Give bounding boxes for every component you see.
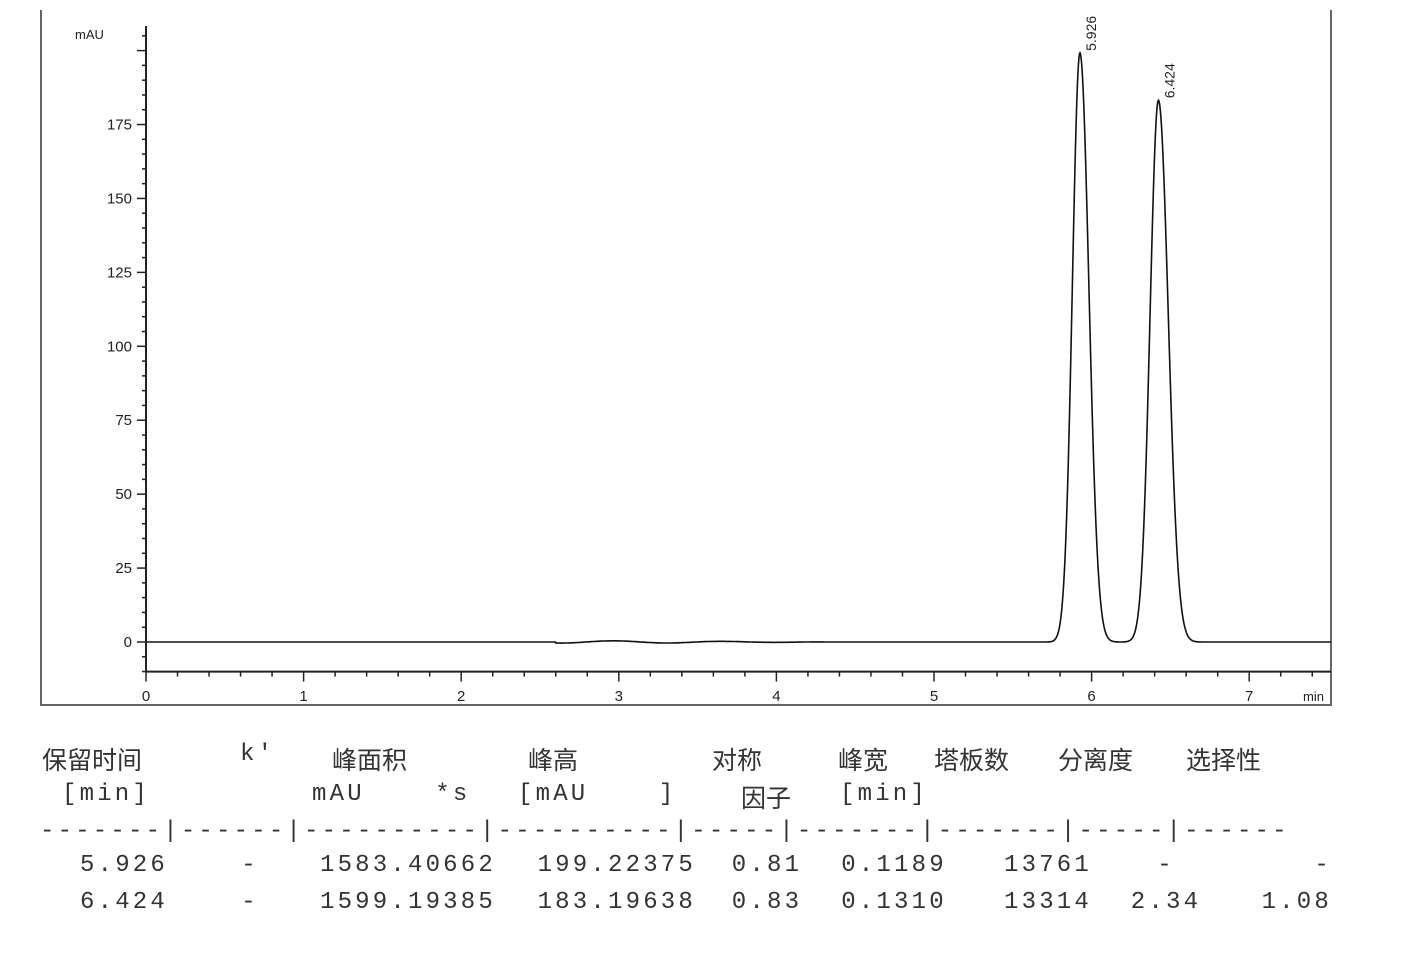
y-tick-label: 100 (107, 338, 132, 355)
column-header: 分离度 (1058, 746, 1134, 775)
column-header-unit: [min] (62, 781, 151, 808)
column-header: 保留时间 (42, 746, 143, 775)
table-cell: - (1314, 852, 1332, 879)
chromatogram-trace (146, 50, 1331, 644)
x-tick-label: 1 (299, 688, 307, 705)
column-header-unit: [mAU ] (518, 781, 677, 808)
table-cell: 5.926 (79, 852, 168, 879)
table-cell: 199.22375 (537, 852, 696, 879)
column-header: 塔板数 (934, 746, 1010, 775)
column-header: 峰面积 (332, 746, 408, 775)
table-cell: - (241, 852, 259, 879)
column-header: 峰高 (528, 746, 579, 775)
peak-label: 5.926 (1083, 16, 1099, 51)
column-header: 对称 (712, 746, 763, 775)
table-cell: 0.81 (731, 852, 803, 879)
table-cell: 0.83 (731, 889, 803, 916)
table-separator: -------|------|----------|----------|---… (40, 818, 1290, 845)
y-tick-label: 25 (115, 560, 132, 577)
column-header: 峰宽 (838, 746, 889, 775)
table-cell: - (1157, 852, 1175, 879)
table-cell: 1583.40662 (319, 852, 496, 879)
y-axis-label: mAU (75, 27, 104, 42)
y-tick-label: 50 (115, 486, 132, 503)
column-header: k' (240, 741, 276, 768)
column-header-unit: 因子 (740, 784, 791, 813)
table-cell: 1599.19385 (319, 889, 496, 916)
x-tick-label: 0 (142, 688, 150, 705)
x-tick-label: 3 (615, 688, 623, 705)
x-tick-label: 6 (1087, 688, 1095, 705)
y-tick-label: 150 (107, 190, 132, 207)
x-tick-label: 5 (930, 688, 938, 705)
table-cell: 1.08 (1261, 889, 1332, 916)
table-cell: 6.424 (79, 889, 168, 916)
table-cell: - (241, 889, 259, 916)
table-cell: 2.34 (1130, 889, 1202, 916)
table-cell: 0.1189 (841, 852, 947, 879)
column-header: 选择性 (1186, 746, 1262, 775)
x-tick-label: 4 (772, 688, 780, 705)
y-tick-label: 0 (124, 634, 132, 651)
x-tick-label: 7 (1245, 688, 1253, 705)
table-cell: 0.1310 (841, 889, 947, 916)
y-tick-label: 75 (115, 412, 132, 429)
column-header-unit: mAU *s (312, 781, 471, 808)
table-cell: 13761 (1003, 852, 1092, 879)
y-tick-label: 125 (107, 264, 132, 281)
y-tick-label: 175 (107, 117, 132, 134)
column-header-unit: [min] (840, 781, 929, 808)
x-tick-label: 2 (457, 688, 465, 705)
table-cell: 13314 (1003, 889, 1092, 916)
x-axis-label: min (1303, 689, 1324, 704)
chromatogram-chart: 0 25 50 75 100 125 150 175 0 1 2 3 4 5 6 7 mAU min 5.92… (40, 10, 1332, 706)
table-cell: 183.19638 (537, 889, 696, 916)
peak-label: 6.424 (1161, 63, 1177, 98)
